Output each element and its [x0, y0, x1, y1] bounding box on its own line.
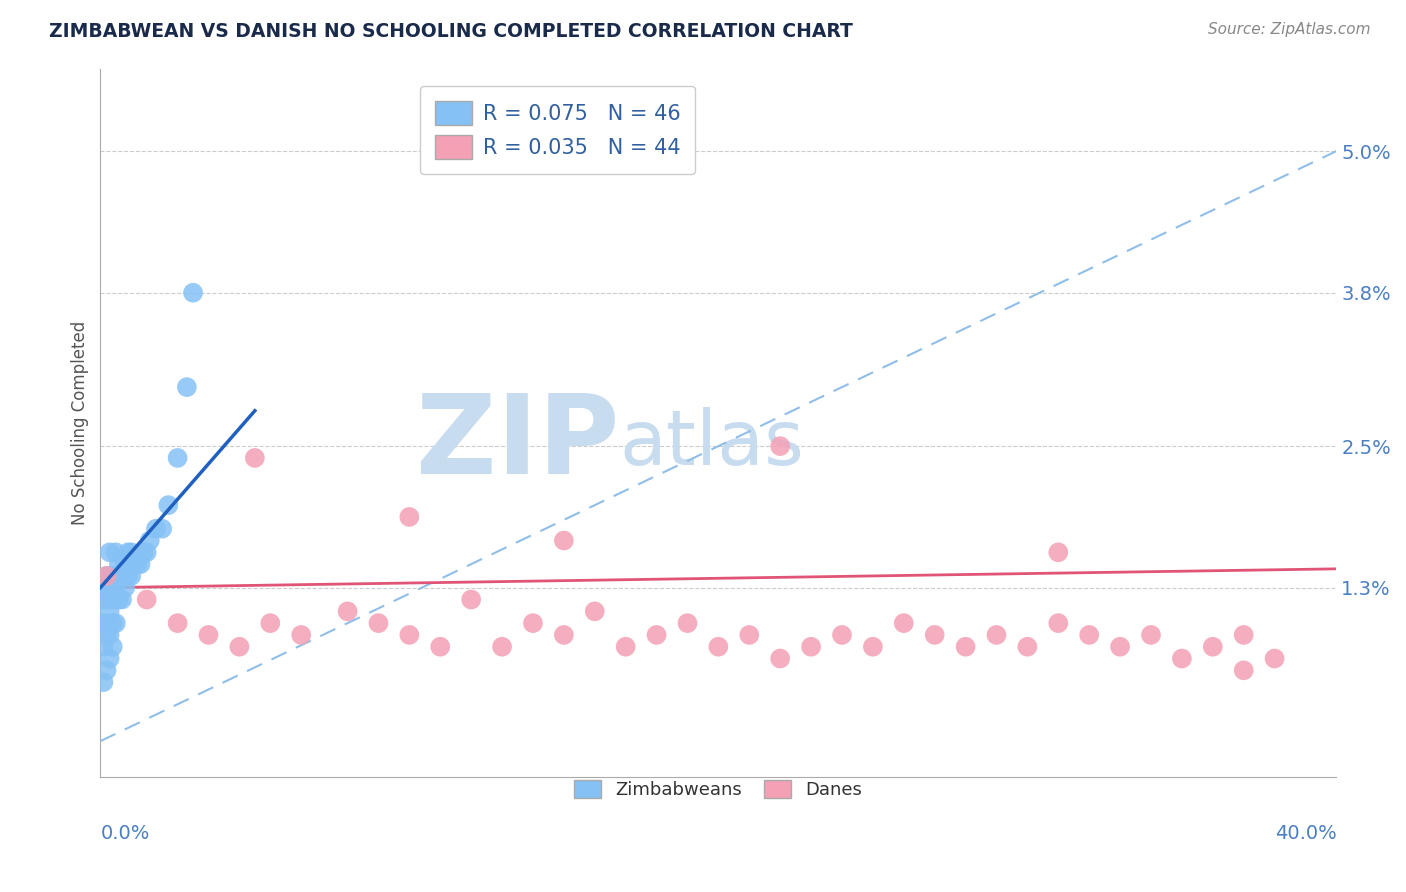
Legend: Zimbabweans, Danes: Zimbabweans, Danes: [567, 772, 870, 806]
Point: [150, 522, 173, 536]
Point: [145, 522, 167, 536]
Point: [1047, 616, 1070, 631]
Point: [132, 545, 155, 559]
Point: [955, 640, 977, 654]
Text: ZIMBABWEAN VS DANISH NO SCHOOLING COMPLETED CORRELATION CHART: ZIMBABWEAN VS DANISH NO SCHOOLING COMPLE…: [49, 22, 853, 41]
Point: [120, 569, 142, 583]
Point: [96, 592, 118, 607]
Point: [139, 533, 162, 548]
Text: ZIP: ZIP: [416, 391, 620, 497]
Point: [135, 592, 157, 607]
Point: [1264, 651, 1286, 665]
Point: [96, 663, 118, 677]
Point: [93, 592, 115, 607]
Point: [117, 545, 139, 559]
Point: [96, 581, 118, 595]
Point: [491, 640, 513, 654]
Point: [553, 628, 575, 642]
Point: [800, 640, 823, 654]
Point: [1171, 651, 1194, 665]
Point: [290, 628, 312, 642]
Point: [1047, 545, 1070, 559]
Point: [243, 450, 266, 465]
Point: [986, 628, 1008, 642]
Point: [101, 592, 124, 607]
Point: [181, 285, 204, 300]
Point: [96, 569, 118, 583]
Point: [197, 628, 219, 642]
Point: [707, 640, 730, 654]
Point: [108, 592, 131, 607]
Point: [522, 616, 544, 631]
Point: [98, 569, 121, 583]
Point: [1140, 628, 1163, 642]
Point: [98, 592, 121, 607]
Point: [135, 545, 157, 559]
Text: atlas: atlas: [620, 407, 804, 481]
Point: [893, 616, 915, 631]
Point: [93, 640, 115, 654]
Point: [769, 439, 792, 453]
Point: [96, 628, 118, 642]
Point: [831, 628, 853, 642]
Point: [101, 616, 124, 631]
Point: [104, 545, 127, 559]
Text: 40.0%: 40.0%: [1275, 823, 1336, 843]
Point: [1109, 640, 1132, 654]
Point: [93, 675, 115, 690]
Point: [460, 592, 482, 607]
Point: [429, 640, 451, 654]
Point: [1078, 628, 1101, 642]
Point: [114, 557, 136, 571]
Point: [96, 569, 118, 583]
Point: [553, 533, 575, 548]
Point: [738, 628, 761, 642]
Point: [924, 628, 946, 642]
Point: [398, 510, 420, 524]
Y-axis label: No Schooling Completed: No Schooling Completed: [72, 320, 89, 524]
Point: [104, 616, 127, 631]
Point: [101, 640, 124, 654]
Point: [93, 581, 115, 595]
Point: [862, 640, 884, 654]
Point: [98, 628, 121, 642]
Point: [127, 557, 149, 571]
Point: [614, 640, 637, 654]
Point: [108, 557, 131, 571]
Point: [1202, 640, 1225, 654]
Point: [398, 628, 420, 642]
Point: [98, 651, 121, 665]
Point: [1017, 640, 1039, 654]
Point: [259, 616, 281, 631]
Point: [96, 616, 118, 631]
Point: [117, 569, 139, 583]
Point: [367, 616, 389, 631]
Point: [645, 628, 668, 642]
Point: [98, 604, 121, 618]
Point: [124, 557, 146, 571]
Point: [583, 604, 606, 618]
Point: [769, 651, 792, 665]
Point: [129, 557, 152, 571]
Point: [166, 616, 188, 631]
Point: [98, 545, 121, 559]
Point: [157, 498, 180, 512]
Point: [166, 450, 188, 465]
Point: [93, 616, 115, 631]
Text: 0.0%: 0.0%: [100, 823, 149, 843]
Point: [120, 545, 142, 559]
Point: [101, 569, 124, 583]
Text: Source: ZipAtlas.com: Source: ZipAtlas.com: [1208, 22, 1371, 37]
Point: [111, 592, 134, 607]
Point: [104, 581, 127, 595]
Point: [336, 604, 359, 618]
Point: [1233, 663, 1256, 677]
Point: [111, 569, 134, 583]
Point: [676, 616, 699, 631]
Point: [114, 581, 136, 595]
Point: [228, 640, 250, 654]
Point: [176, 380, 198, 394]
Point: [1233, 628, 1256, 642]
